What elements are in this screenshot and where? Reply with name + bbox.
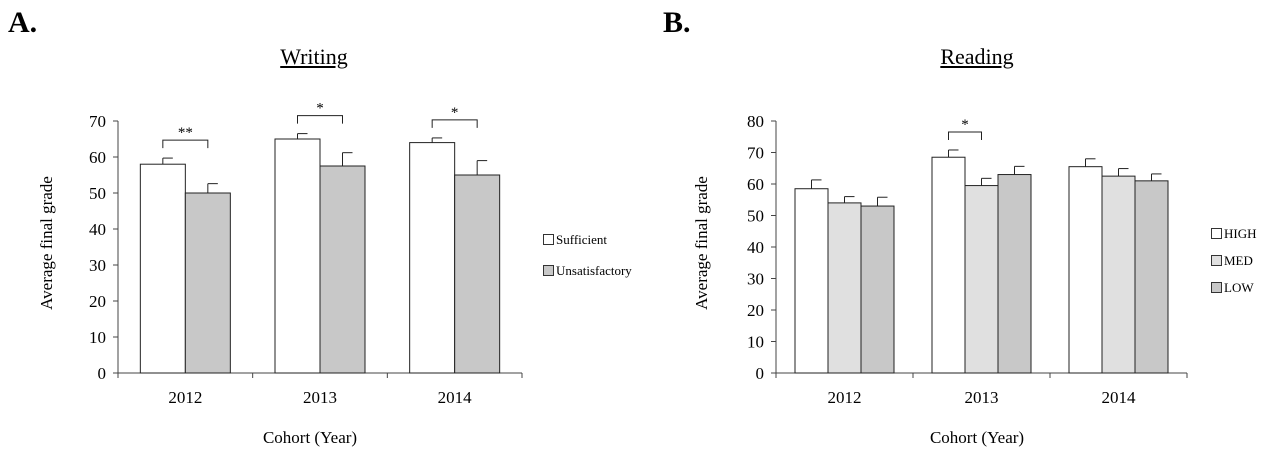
reading-y-tick-label: 70 (747, 144, 764, 163)
reading-bar-high-2014 (1068, 166, 1103, 374)
writing-bar-sufficient-2013 (274, 138, 321, 374)
reading-y-tick-label: 10 (747, 333, 764, 352)
reading-chart-title: Reading (940, 44, 1014, 69)
legend-item-med: MED (1211, 253, 1253, 269)
reading-significance-bracket (948, 131, 982, 140)
writing-significance-bracket (431, 119, 478, 128)
legend-swatch (1211, 228, 1222, 239)
writing-significance-label: ** (178, 125, 193, 141)
legend-label: MED (1224, 253, 1253, 268)
writing-y-tick-label: 50 (89, 184, 106, 203)
writing-y-tick-label: 20 (89, 292, 106, 311)
panel-b-letter: B. (663, 6, 691, 39)
reading-y-tick-label: 60 (747, 175, 764, 194)
legend-item-unsatisfactory: Unsatisfactory (543, 263, 632, 279)
writing-y-tick-label: 60 (89, 148, 106, 167)
legend-label: Unsatisfactory (556, 263, 632, 278)
writing-x-tick-label: 2014 (438, 388, 473, 407)
reading-y-tick-label: 0 (756, 364, 765, 383)
reading-bar-low-2012 (860, 205, 895, 374)
legend-item-low: LOW (1211, 280, 1254, 296)
writing-chart-title: Writing (280, 44, 348, 69)
reading-bar-high-2012 (794, 188, 829, 374)
reading-bar-med-2013 (964, 185, 999, 374)
reading-bar-high-2013 (931, 156, 966, 374)
writing-significance-bracket (162, 139, 209, 149)
writing-y-tick-label: 10 (89, 328, 106, 347)
reading-x-tick-label: 2013 (965, 388, 999, 407)
legend-label: Sufficient (556, 232, 608, 247)
reading-bar-low-2014 (1134, 180, 1169, 374)
writing-y-tick-label: 40 (89, 220, 106, 239)
reading-y-tick-label: 30 (747, 270, 764, 289)
writing-x-tick-label: 2013 (303, 388, 337, 407)
legend-swatch (543, 234, 554, 245)
writing-bar-unsatisfactory-2012 (184, 192, 231, 374)
writing-y-tick-label: 70 (89, 112, 106, 131)
legend-label: HIGH (1224, 226, 1257, 241)
writing-x-axis-label: Cohort (Year) (262, 428, 358, 447)
reading-y-tick-label: 50 (747, 207, 764, 226)
writing-x-tick-label: 2012 (168, 388, 202, 407)
reading-x-tick-label: 2012 (828, 388, 862, 407)
writing-y-tick-label: 0 (98, 364, 107, 383)
legend-swatch (1211, 282, 1222, 293)
reading-bar-med-2012 (827, 202, 862, 374)
reading-y-tick-label: 40 (747, 238, 764, 257)
legend-item-high: HIGH (1211, 226, 1257, 242)
reading-significance-label: * (961, 117, 969, 133)
reading-bar-med-2014 (1101, 175, 1136, 374)
writing-significance-label: * (451, 105, 459, 121)
reading-x-tick-label: 2014 (1102, 388, 1137, 407)
panel-a-letter: A. (8, 6, 38, 39)
writing-bar-sufficient-2014 (409, 142, 456, 374)
reading-y-tick-label: 80 (747, 112, 764, 131)
legend-label: LOW (1224, 280, 1254, 295)
legend-swatch (543, 265, 554, 276)
reading-x-axis-label: Cohort (Year) (929, 428, 1025, 447)
writing-significance-label: * (316, 101, 324, 117)
legend-swatch (1211, 255, 1222, 266)
writing-y-tick-label: 30 (89, 256, 106, 275)
writing-bar-unsatisfactory-2014 (454, 174, 501, 374)
reading-bar-low-2013 (997, 174, 1032, 374)
reading-y-tick-label: 20 (747, 301, 764, 320)
legend-item-sufficient: Sufficient (543, 232, 607, 248)
writing-significance-bracket (297, 115, 343, 124)
